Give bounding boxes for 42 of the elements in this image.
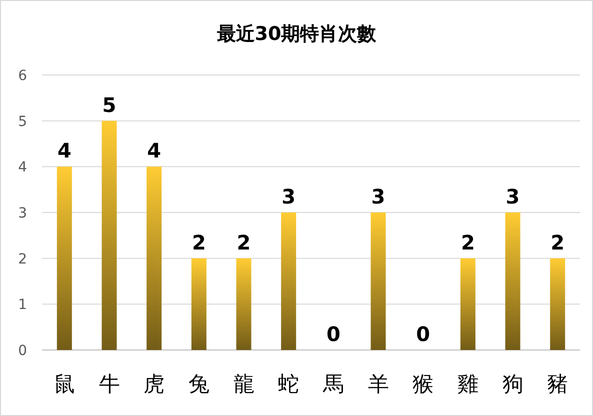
data-label: 5 xyxy=(102,92,116,117)
bar xyxy=(236,258,252,350)
x-tick-label: 豬 xyxy=(547,372,568,396)
bar xyxy=(56,166,72,350)
x-tick-label: 鼠 xyxy=(54,372,75,396)
x-tick-label: 蛇 xyxy=(278,372,300,396)
y-tick-label: 3 xyxy=(18,206,27,222)
bar xyxy=(191,258,206,350)
y-tick-label: 5 xyxy=(18,114,27,130)
x-tick-label: 龍 xyxy=(233,372,254,396)
bar xyxy=(102,120,117,350)
x-tick-label: 虎 xyxy=(144,372,165,396)
x-tick-label: 羊 xyxy=(368,372,389,396)
data-label: 3 xyxy=(371,184,386,208)
data-label: 2 xyxy=(550,230,565,254)
x-tick-label: 牛 xyxy=(98,372,120,396)
x-tick-label: 猴 xyxy=(412,372,434,396)
bar xyxy=(370,212,386,350)
x-tick-label: 馬 xyxy=(322,372,344,396)
bar xyxy=(550,258,566,350)
y-tick-label: 1 xyxy=(18,297,27,314)
x-tick-label: 雞 xyxy=(457,372,478,396)
bar xyxy=(281,212,296,350)
y-tick-label: 2 xyxy=(18,251,27,268)
bar xyxy=(146,166,162,350)
y-tick-label: 0 xyxy=(18,343,27,359)
data-label: 0 xyxy=(416,322,430,346)
data-label: 3 xyxy=(506,184,520,208)
data-label: 4 xyxy=(147,138,162,163)
y-tick-label: 6 xyxy=(18,68,28,84)
data-label: 2 xyxy=(236,230,251,254)
x-tick-label: 兔 xyxy=(188,372,210,396)
data-label: 0 xyxy=(326,322,340,346)
data-label: 2 xyxy=(192,230,206,254)
x-tick-label: 狗 xyxy=(502,372,524,396)
data-label: 4 xyxy=(57,138,72,163)
data-label: 2 xyxy=(460,230,475,254)
y-tick-label: 4 xyxy=(18,160,28,176)
data-label: 3 xyxy=(282,184,296,208)
bar xyxy=(460,258,476,350)
chart-title: 最近30期特肖次數 xyxy=(216,23,378,45)
bar xyxy=(505,212,520,350)
